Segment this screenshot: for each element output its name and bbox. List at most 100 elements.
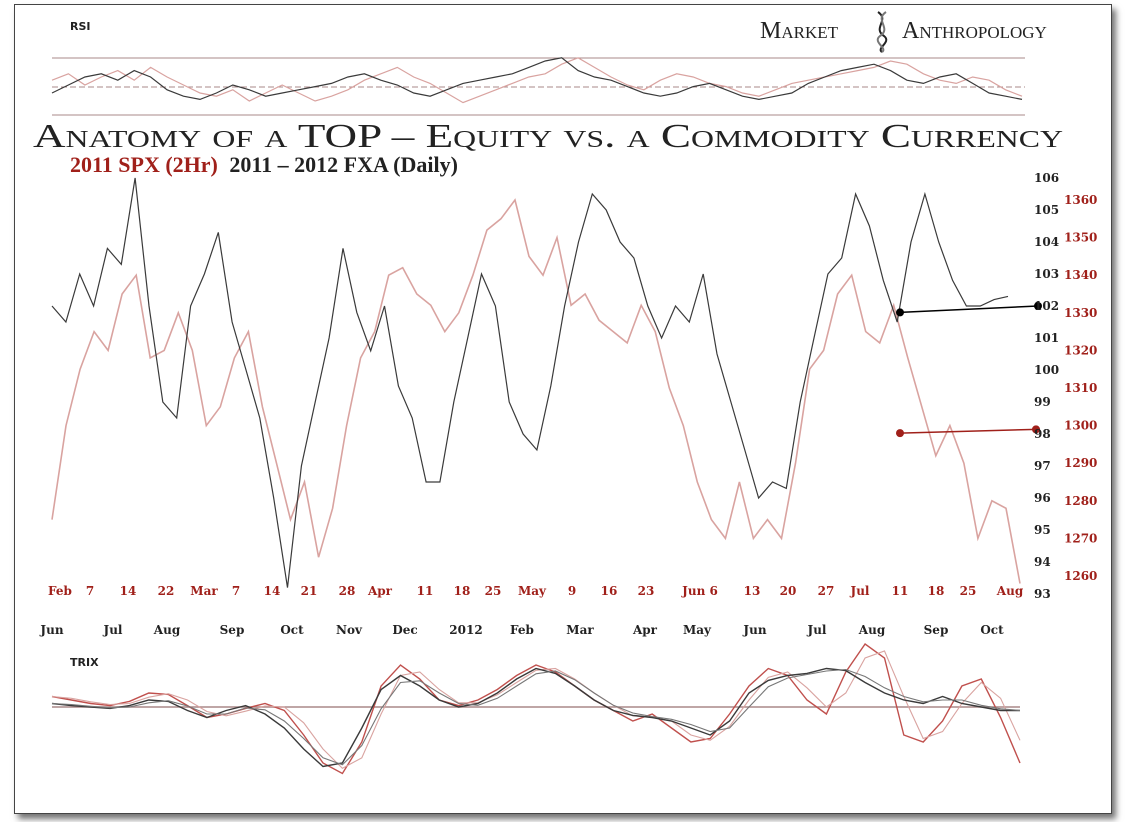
x-spx-tick: 14 [264, 584, 281, 598]
x-spx-tick: Apr [367, 584, 393, 598]
x-spx-tick: Feb [48, 584, 72, 598]
brand-word-anthropology: Anthropology [902, 18, 1047, 44]
subtitle-spx: 2011 SPX (2Hr) [70, 152, 218, 177]
x-fxa-tick: Sep [220, 623, 245, 637]
x-spx-tick: 7 [232, 584, 240, 598]
y-fxa-tick: 95 [1034, 523, 1051, 537]
x-spx-tick: Aug [996, 584, 1024, 598]
fxa-series-line [51, 177, 1009, 588]
y-axis-fxa: 106 105 104 103 102 101 100 99 98 97 96 95 94 93 [1034, 171, 1059, 601]
x-spx-tick: 11 [417, 584, 434, 598]
y-spx-tick: 1290 [1064, 456, 1097, 470]
x-spx-tick: 18 [928, 584, 945, 598]
x-fxa-tick: Aug [858, 623, 886, 637]
y-fxa-tick: 96 [1034, 491, 1051, 505]
y-spx-tick: 1300 [1064, 419, 1097, 433]
x-fxa-tick: May [683, 623, 712, 637]
trix-signal-line-1 [51, 668, 1021, 766]
y-spx-tick: 1310 [1064, 381, 1097, 395]
x-spx-tick: 9 [568, 584, 576, 598]
y-spx-tick: 1340 [1064, 268, 1097, 282]
y-fxa-tick: 93 [1034, 587, 1051, 601]
x-fxa-tick: Nov [336, 623, 363, 637]
red-trendline-start [896, 429, 904, 438]
y-fxa-tick: 98 [1034, 427, 1051, 441]
y-spx-tick: 1270 [1064, 531, 1097, 545]
black-trendline [899, 305, 1039, 314]
x-spx-tick: Jun 6 [681, 584, 718, 598]
y-fxa-tick: 94 [1034, 555, 1051, 569]
x-spx-tick: 14 [120, 584, 137, 598]
y-axis-spx: 1360 1350 1340 1330 1320 1310 1300 1290 1280 1270… [1064, 193, 1097, 583]
black-trendline-start [896, 308, 904, 317]
x-spx-tick: Jul [850, 584, 870, 598]
x-fxa-tick: Oct [280, 623, 304, 637]
y-spx-tick: 1330 [1064, 306, 1097, 320]
x-spx-tick: 28 [339, 584, 356, 598]
x-fxa-tick: Jun [742, 623, 766, 637]
x-spx-tick: Mar [190, 584, 218, 598]
x-spx-tick: 7 [86, 584, 94, 598]
y-spx-tick: 1320 [1064, 343, 1097, 357]
y-fxa-tick: 101 [1034, 331, 1059, 345]
x-fxa-tick: Feb [510, 623, 534, 637]
spx-series-line [51, 198, 1021, 584]
red-trendline-end [1032, 425, 1040, 434]
x-spx-tick: 11 [892, 584, 909, 598]
red-trendline [899, 428, 1037, 434]
x-spx-tick: 27 [818, 584, 835, 598]
x-fxa-tick: Mar [566, 623, 594, 637]
x-spx-tick: 20 [780, 584, 797, 598]
x-axis-fxa-months: Jun Jul Aug Sep Oct Nov Dec 2012 Feb Mar Apr May Jun… [39, 623, 1004, 637]
subtitle-fxa: 2011 – 2012 FXA (Daily) [229, 152, 458, 177]
rsi-series-line-1 [51, 57, 1023, 101]
rsi-panel: RSI [51, 20, 1025, 116]
x-fxa-tick: Jun [39, 623, 63, 637]
trix-series-line-1 [51, 667, 1020, 768]
rsi-series-line-0 [51, 57, 1023, 104]
x-spx-tick: 23 [638, 584, 655, 598]
y-fxa-tick: 102 [1034, 299, 1059, 313]
x-spx-tick: 22 [158, 584, 175, 598]
x-fxa-tick: 2012 [449, 623, 482, 637]
trix-label: TRIX [70, 656, 99, 669]
y-fxa-tick: 105 [1034, 203, 1059, 217]
y-spx-tick: 1350 [1064, 231, 1097, 245]
x-axis-spx-dates: Feb 7 14 22 Mar 7 14 21 28 Apr 11 18 25 May 9 16 23 Jun 6… [48, 584, 1024, 598]
chart-title: Anatomy of a TOP – Equity vs. a Commodit… [33, 118, 1063, 155]
rsi-label: RSI [70, 20, 91, 33]
x-spx-tick: 25 [485, 584, 502, 598]
x-spx-tick: 18 [454, 584, 471, 598]
trix-series-line-0 [51, 643, 1021, 775]
x-fxa-tick: Apr [632, 623, 658, 637]
brand-word-market: Market [760, 18, 839, 44]
dna-helix-icon [876, 11, 888, 53]
x-fxa-tick: Dec [392, 623, 417, 637]
brand: Market Anthropology [760, 11, 1047, 53]
chart-subtitle: 2011 SPX (2Hr) 2011 – 2012 FXA (Daily) [70, 152, 458, 177]
black-trendline-end [1034, 302, 1042, 310]
y-fxa-tick: 97 [1034, 459, 1051, 473]
x-fxa-tick: Sep [924, 623, 949, 637]
x-spx-tick: May [518, 584, 547, 598]
y-spx-tick: 1280 [1064, 494, 1097, 508]
trix-signal-line-0 [51, 650, 1021, 769]
y-fxa-tick: 99 [1034, 395, 1051, 409]
x-fxa-tick: Jul [103, 623, 123, 637]
trix-panel: TRIX [51, 643, 1021, 775]
x-spx-tick: 21 [301, 584, 318, 598]
x-spx-tick: 25 [960, 584, 977, 598]
x-spx-tick: 13 [744, 584, 761, 598]
y-fxa-tick: 106 [1034, 171, 1059, 185]
x-fxa-tick: Aug [153, 623, 181, 637]
x-fxa-tick: Jul [807, 623, 827, 637]
x-spx-tick: 16 [601, 584, 618, 598]
y-spx-tick: 1360 [1064, 193, 1097, 207]
y-fxa-tick: 103 [1034, 267, 1059, 281]
y-spx-tick: 1260 [1064, 569, 1097, 583]
x-fxa-tick: Oct [980, 623, 1004, 637]
y-fxa-tick: 100 [1034, 363, 1059, 377]
y-fxa-tick: 104 [1034, 235, 1059, 249]
